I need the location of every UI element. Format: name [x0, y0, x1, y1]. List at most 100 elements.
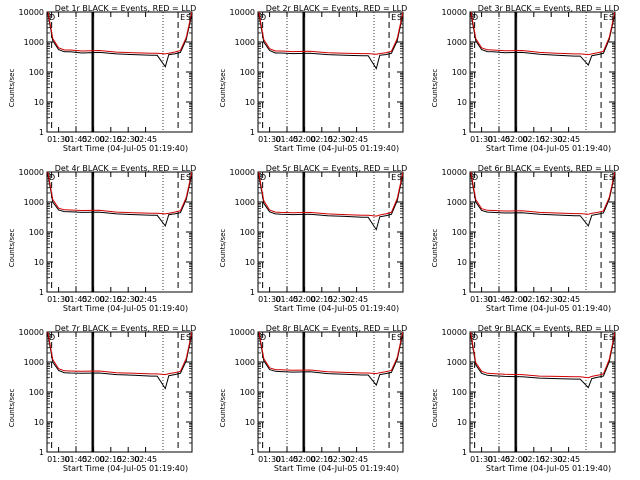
x-axis-label: Start Time (04-Jul-05 01:19:40): [63, 304, 188, 313]
y-tick-label: 10000: [230, 328, 255, 337]
y-tick-label: 1000: [24, 38, 44, 47]
series-events-line: [470, 12, 615, 67]
chart-panel-3: 1 10 100 1000 10000 01:3001:4502:0002:1502:30…: [431, 4, 619, 153]
x-tick-label: 02:30: [540, 295, 563, 304]
y-tick-label: 1: [250, 448, 255, 457]
x-axis-label: Start Time (04-Jul-05 01:19:40): [274, 464, 399, 473]
chart-panel-6: 1 10 100 1000 10000 01:3001:4502:0002:1502:30…: [431, 164, 619, 313]
x-tick-label: 02:30: [540, 455, 563, 464]
y-tick-label: 10: [457, 98, 467, 107]
x-tick-label: 02:45: [134, 455, 157, 464]
chart-title: Det 6r BLACK = Events, RED = LLD: [478, 164, 620, 173]
x-tick-label: 01:45: [64, 135, 87, 144]
y-tick-label: 10: [245, 258, 255, 267]
marker-label-E: E: [180, 333, 185, 342]
y-tick-label: 10000: [442, 8, 467, 17]
x-tick-label: 01:30: [47, 295, 70, 304]
x-tick-label: 01:45: [275, 295, 298, 304]
x-axis-label: Start Time (04-Jul-05 01:19:40): [63, 144, 188, 153]
y-tick-label: 100: [452, 68, 467, 77]
y-tick-label: 1000: [24, 358, 44, 367]
chart-panel-5: 1 10 100 1000 10000 01:3001:4502:0002:1502:30…: [219, 164, 407, 313]
y-tick-label: 10: [245, 98, 255, 107]
marker-label-D: D: [49, 13, 55, 22]
marker-label-D: D: [472, 173, 478, 182]
y-tick-label: 1: [250, 288, 255, 297]
y-tick-label: 10: [457, 258, 467, 267]
plot-frame: [257, 331, 404, 453]
y-tick-label: 1: [462, 448, 467, 457]
chart-panel-1: 1 10 100 1000 10000 01:3001:4502:0002:1502:30…: [8, 4, 196, 153]
x-tick-label: 02:15: [522, 455, 545, 464]
x-tick-label: 02:45: [345, 135, 368, 144]
y-tick-label: 100: [240, 228, 255, 237]
x-axis-label: Start Time (04-Jul-05 01:19:40): [486, 144, 611, 153]
marker-label-S: S: [186, 333, 191, 342]
x-tick-label: 01:45: [64, 455, 87, 464]
plot-frame: [257, 171, 404, 293]
x-tick-label: 01:30: [47, 455, 70, 464]
series-lld-line: [258, 172, 403, 217]
y-tick-label: 100: [29, 68, 44, 77]
chart-title: Det 1r BLACK = Events, RED = LLD: [55, 4, 197, 13]
y-tick-label: 1000: [447, 358, 467, 367]
series-events-line: [258, 12, 403, 70]
y-tick-label: 100: [452, 388, 467, 397]
x-tick-label: 02:00: [293, 135, 316, 144]
y-axis-label: Counts/sec: [8, 229, 16, 268]
x-tick-label: 01:45: [64, 295, 87, 304]
y-tick-label: 10000: [442, 328, 467, 337]
series-lld-line: [470, 12, 615, 56]
y-tick-label: 10000: [230, 8, 255, 17]
marker-label-S: S: [609, 173, 614, 182]
x-tick-label: 01:30: [470, 295, 493, 304]
x-tick-label: 01:45: [487, 455, 510, 464]
x-tick-label: 01:45: [487, 135, 510, 144]
x-tick-label: 02:45: [134, 295, 157, 304]
x-tick-label: 02:00: [505, 135, 528, 144]
y-tick-label: 1: [39, 448, 44, 457]
chart-title: Det 3r BLACK = Events, RED = LLD: [478, 4, 620, 13]
x-tick-label: 02:15: [522, 135, 545, 144]
chart-title: Det 4r BLACK = Events, RED = LLD: [55, 164, 197, 173]
x-tick-label: 02:45: [557, 455, 580, 464]
y-tick-label: 1000: [235, 38, 255, 47]
x-tick-label: 02:30: [117, 135, 140, 144]
y-tick-label: 1000: [447, 38, 467, 47]
y-tick-label: 10000: [230, 168, 255, 177]
y-tick-label: 1: [39, 288, 44, 297]
series-lld-line: [47, 332, 192, 376]
y-tick-label: 10000: [19, 168, 44, 177]
marker-label-E: E: [180, 173, 185, 182]
x-tick-label: 02:30: [328, 295, 351, 304]
x-tick-label: 02:30: [117, 295, 140, 304]
marker-label-E: E: [180, 13, 185, 22]
plot-frame: [469, 11, 616, 133]
x-axis-label: Start Time (04-Jul-05 01:19:40): [486, 464, 611, 473]
marker-label-D: D: [472, 13, 478, 22]
marker-label-D: D: [49, 173, 55, 182]
x-axis-label: Start Time (04-Jul-05 01:19:40): [486, 304, 611, 313]
x-tick-label: 01:30: [470, 135, 493, 144]
x-tick-label: 02:15: [99, 135, 122, 144]
x-axis-label: Start Time (04-Jul-05 01:19:40): [274, 304, 399, 313]
x-tick-label: 02:00: [82, 455, 105, 464]
y-tick-label: 10: [245, 418, 255, 427]
y-tick-label: 1: [250, 128, 255, 137]
plot-frame: [257, 11, 404, 133]
x-tick-label: 02:15: [310, 455, 333, 464]
x-tick-label: 02:15: [310, 135, 333, 144]
marker-label-S: S: [397, 333, 402, 342]
series-events-line: [470, 172, 615, 227]
x-tick-label: 02:00: [293, 455, 316, 464]
chart-title: Det 5r BLACK = Events, RED = LLD: [266, 164, 408, 173]
x-tick-label: 02:45: [557, 135, 580, 144]
y-tick-label: 10: [34, 98, 44, 107]
series-lld-line: [47, 172, 192, 215]
y-tick-label: 1: [462, 288, 467, 297]
marker-label-S: S: [609, 13, 614, 22]
y-tick-label: 10: [34, 418, 44, 427]
x-tick-label: 01:45: [487, 295, 510, 304]
series-lld-line: [258, 332, 403, 375]
